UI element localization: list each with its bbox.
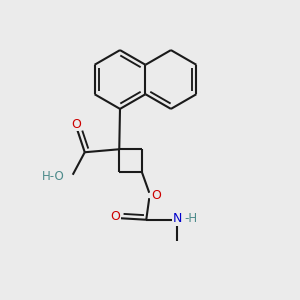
Text: O: O — [71, 118, 81, 131]
Text: O: O — [110, 210, 120, 223]
Text: -H: -H — [185, 212, 198, 225]
Text: H-O: H-O — [42, 170, 64, 183]
Text: N: N — [172, 212, 182, 225]
Text: O: O — [151, 189, 161, 202]
